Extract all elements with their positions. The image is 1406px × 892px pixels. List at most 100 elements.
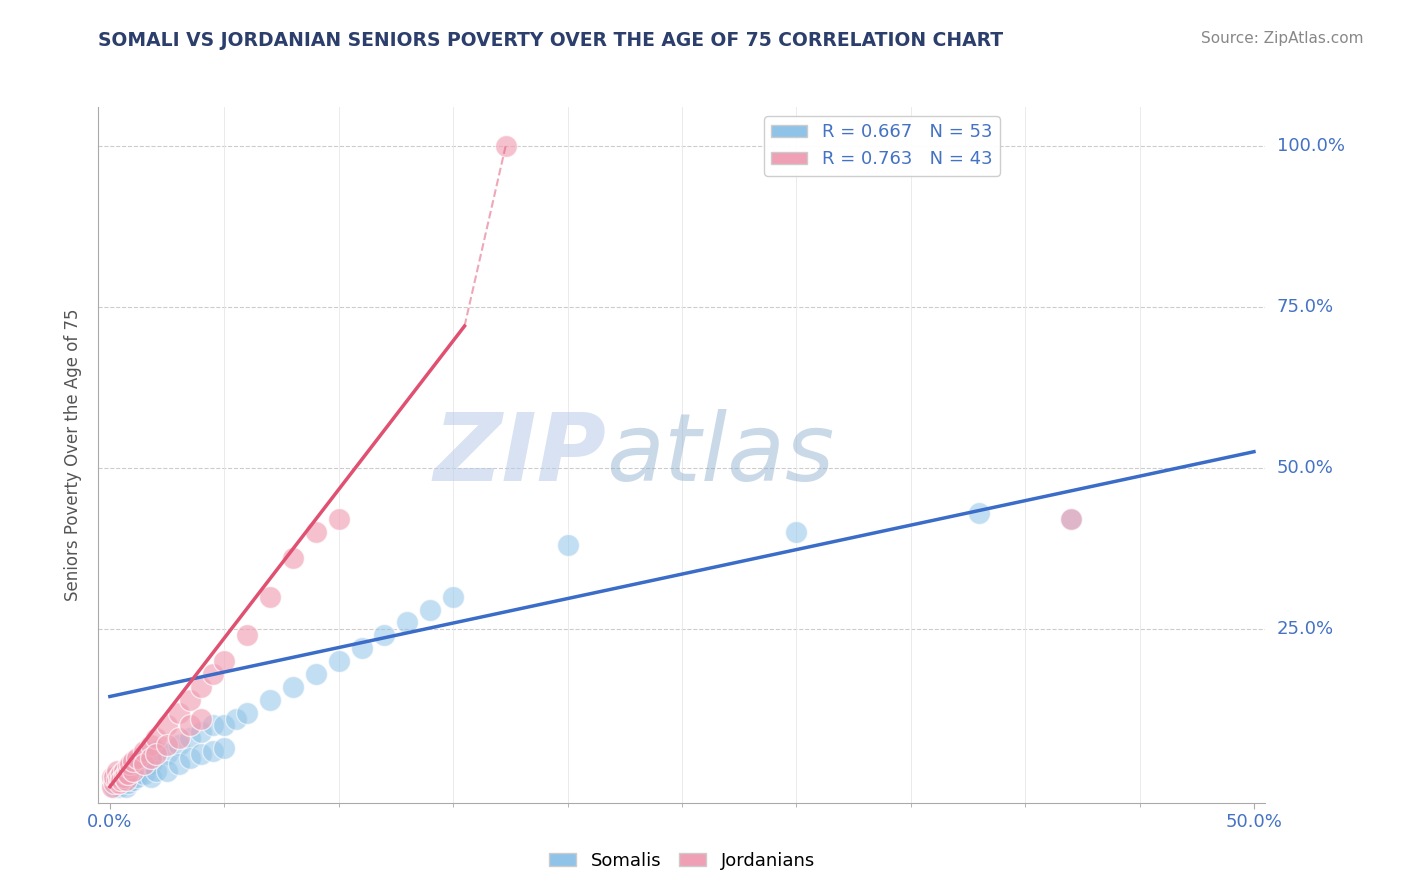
Point: [214, 654, 236, 668]
Point: [167, 706, 190, 720]
Legend: Somalis, Jordanians: Somalis, Jordanians: [541, 845, 823, 877]
Point: [110, 770, 132, 784]
Point: [201, 718, 224, 732]
Point: [121, 764, 143, 778]
Point: [112, 770, 135, 784]
Point: [373, 628, 395, 642]
Point: [305, 667, 328, 681]
Point: [190, 747, 212, 762]
Point: [105, 773, 128, 788]
Point: [441, 590, 464, 604]
Point: [145, 731, 167, 746]
Point: [105, 776, 128, 790]
Point: [103, 776, 125, 790]
Point: [121, 757, 143, 772]
Point: [115, 766, 138, 781]
Point: [101, 776, 124, 790]
Point: [139, 770, 162, 784]
Point: [281, 680, 304, 694]
Point: [225, 712, 247, 726]
Point: [108, 773, 131, 788]
Text: atlas: atlas: [606, 409, 834, 500]
Point: [127, 770, 149, 784]
Point: [156, 738, 179, 752]
Point: [101, 770, 124, 784]
Point: [167, 738, 190, 752]
Point: [328, 654, 350, 668]
Point: [121, 754, 143, 768]
Point: [179, 692, 201, 706]
Text: ZIP: ZIP: [433, 409, 606, 501]
Point: [236, 628, 259, 642]
Point: [134, 766, 156, 781]
Text: Source: ZipAtlas.com: Source: ZipAtlas.com: [1201, 31, 1364, 46]
Point: [201, 667, 224, 681]
Point: [145, 744, 167, 758]
Point: [214, 741, 236, 756]
Point: [120, 770, 142, 784]
Point: [117, 776, 139, 790]
Point: [121, 773, 143, 788]
Point: [969, 506, 991, 520]
Point: [156, 718, 179, 732]
Point: [101, 780, 124, 794]
Point: [115, 773, 138, 788]
Point: [1060, 512, 1083, 526]
Point: [115, 780, 138, 794]
Point: [134, 750, 156, 764]
Point: [190, 680, 212, 694]
Point: [156, 747, 179, 762]
Text: 100.0%: 100.0%: [1277, 136, 1344, 154]
Point: [167, 757, 190, 772]
Point: [139, 750, 162, 764]
Text: 75.0%: 75.0%: [1277, 298, 1334, 316]
Point: [117, 760, 139, 774]
Text: 25.0%: 25.0%: [1277, 620, 1334, 638]
Point: [127, 760, 149, 774]
Point: [110, 773, 132, 788]
Point: [396, 615, 419, 630]
Y-axis label: Seniors Poverty Over the Age of 75: Seniors Poverty Over the Age of 75: [65, 309, 83, 601]
Point: [112, 766, 135, 781]
Point: [103, 780, 125, 794]
Point: [134, 744, 156, 758]
Point: [236, 706, 259, 720]
Point: [305, 525, 328, 540]
Text: 50.0%: 50.0%: [1277, 458, 1333, 477]
Point: [179, 718, 201, 732]
Point: [108, 776, 131, 790]
Point: [350, 641, 373, 656]
Point: [103, 770, 125, 784]
Point: [108, 780, 131, 794]
Point: [145, 764, 167, 778]
Point: [179, 750, 201, 764]
Point: [419, 602, 441, 616]
Point: [108, 770, 131, 784]
Point: [214, 718, 236, 732]
Point: [103, 770, 125, 784]
Point: [259, 590, 281, 604]
Point: [117, 766, 139, 781]
Text: SOMALI VS JORDANIAN SENIORS POVERTY OVER THE AGE OF 75 CORRELATION CHART: SOMALI VS JORDANIAN SENIORS POVERTY OVER…: [98, 31, 1004, 50]
Point: [110, 776, 132, 790]
Point: [167, 731, 190, 746]
Point: [115, 770, 138, 784]
Point: [145, 747, 167, 762]
Point: [120, 757, 142, 772]
Point: [190, 712, 212, 726]
Point: [1060, 512, 1083, 526]
Point: [139, 757, 162, 772]
Point: [117, 764, 139, 778]
Point: [112, 773, 135, 788]
Point: [105, 770, 128, 784]
Point: [259, 692, 281, 706]
Point: [127, 750, 149, 764]
Point: [139, 738, 162, 752]
Point: [134, 757, 156, 772]
Point: [105, 764, 128, 778]
Point: [112, 764, 135, 778]
Point: [557, 538, 579, 552]
Point: [179, 731, 201, 746]
Point: [190, 725, 212, 739]
Point: [495, 138, 517, 153]
